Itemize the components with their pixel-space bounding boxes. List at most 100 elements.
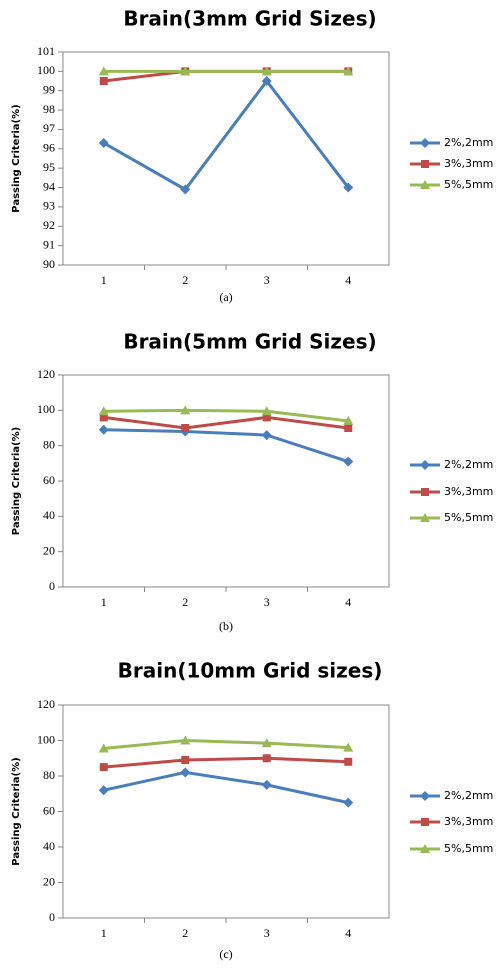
chart-title: Brain(5mm Grid Sizes): [123, 330, 376, 354]
marker: [98, 424, 109, 435]
marker: [98, 66, 109, 76]
marker: [181, 424, 190, 432]
x-tick-label: 3: [264, 595, 270, 609]
y-tick-label: 20: [43, 874, 55, 888]
chart-title: Brain(3mm Grid Sizes): [123, 7, 376, 31]
y-tick-label: 40: [43, 508, 55, 522]
y-tick-label: 100: [37, 732, 55, 746]
y-tick-label: 97: [43, 121, 55, 135]
marker: [261, 430, 272, 441]
y-tick-label: 90: [43, 257, 55, 271]
x-tick-label: 4: [345, 273, 351, 287]
marker: [420, 513, 430, 522]
y-axis-label: Passing Criteria(%): [11, 427, 22, 535]
x-tick-label: 1: [101, 273, 107, 287]
marker: [420, 460, 430, 470]
marker: [99, 763, 108, 772]
marker: [261, 66, 272, 76]
x-tick-label: 1: [101, 926, 107, 940]
marker: [180, 735, 191, 745]
x-tick-label: 4: [345, 926, 351, 940]
chart-title: Brain(10mm Grid sizes): [118, 659, 383, 683]
legend-label: 5%,5mm: [444, 178, 493, 191]
marker: [420, 138, 430, 148]
y-tick-label: 20: [43, 543, 55, 557]
marker: [261, 738, 272, 748]
y-tick-label: 99: [43, 82, 55, 96]
marker: [181, 756, 190, 765]
y-tick-label: 60: [43, 473, 55, 487]
y-tick-label: 96: [43, 141, 55, 155]
plot-frame: [62, 51, 390, 266]
x-tick-label: 3: [264, 926, 270, 940]
y-tick-label: 40: [43, 839, 55, 853]
y-tick-label: 120: [37, 367, 55, 381]
caption: (a): [219, 290, 232, 304]
marker: [343, 66, 354, 76]
marker: [262, 413, 271, 422]
y-tick-label: 60: [43, 803, 55, 817]
y-tick-label: 80: [43, 437, 55, 451]
marker: [98, 785, 109, 796]
y-tick-label: 0: [49, 910, 55, 924]
marker: [344, 424, 353, 432]
plot-frame: [62, 374, 390, 588]
marker: [99, 77, 108, 86]
legend-label: 5%,5mm: [444, 842, 493, 855]
caption: (b): [219, 619, 233, 633]
x-tick-label: 1: [101, 595, 107, 609]
series-line: [103, 415, 349, 430]
marker: [180, 184, 191, 195]
marker: [343, 797, 354, 808]
series-line: [103, 408, 349, 423]
legend-label: 2%,2mm: [444, 789, 493, 802]
legend-label: 5%,5mm: [444, 511, 493, 524]
y-tick-label: 120: [37, 697, 55, 711]
y-tick-label: 101: [37, 44, 55, 58]
marker: [421, 488, 429, 496]
series-line: [103, 78, 350, 192]
series-line: [103, 756, 349, 769]
x-tick-label: 3: [264, 273, 270, 287]
y-tick-label: 91: [43, 237, 55, 251]
marker: [420, 180, 430, 189]
series-line: [103, 738, 349, 750]
legend-label: 2%,2mm: [444, 136, 493, 149]
legend-label: 3%,3mm: [444, 815, 493, 828]
legend-label: 2%,2mm: [444, 458, 493, 471]
y-tick-label: 100: [37, 63, 55, 77]
y-tick-label: 93: [43, 199, 55, 213]
legend-label: 3%,3mm: [444, 485, 493, 498]
y-axis-label: Passing Criteria(%): [11, 757, 22, 865]
x-tick-label: 2: [182, 926, 188, 940]
caption: (c): [219, 947, 232, 961]
marker: [343, 742, 354, 752]
marker: [421, 160, 429, 168]
x-tick-label: 2: [182, 273, 188, 287]
y-axis-label: Passing Criteria(%): [11, 104, 22, 212]
marker: [420, 844, 430, 853]
y-tick-label: 0: [49, 579, 55, 593]
marker: [343, 182, 354, 193]
series-line: [103, 428, 349, 463]
y-tick-label: 92: [43, 218, 55, 232]
marker: [98, 406, 109, 416]
marker: [344, 757, 353, 766]
legend-label: 3%,3mm: [444, 157, 493, 170]
y-tick-label: 94: [43, 179, 55, 193]
marker: [180, 66, 191, 76]
y-tick-label: 98: [43, 102, 55, 116]
marker: [98, 743, 109, 753]
y-tick-label: 80: [43, 768, 55, 782]
marker: [343, 456, 354, 467]
x-tick-label: 2: [182, 595, 188, 609]
marker: [180, 767, 191, 778]
marker: [99, 413, 108, 422]
marker: [421, 818, 429, 826]
series-line: [103, 770, 349, 805]
marker: [98, 138, 109, 149]
marker: [261, 779, 272, 790]
y-tick-label: 95: [43, 160, 55, 174]
marker: [262, 754, 271, 763]
